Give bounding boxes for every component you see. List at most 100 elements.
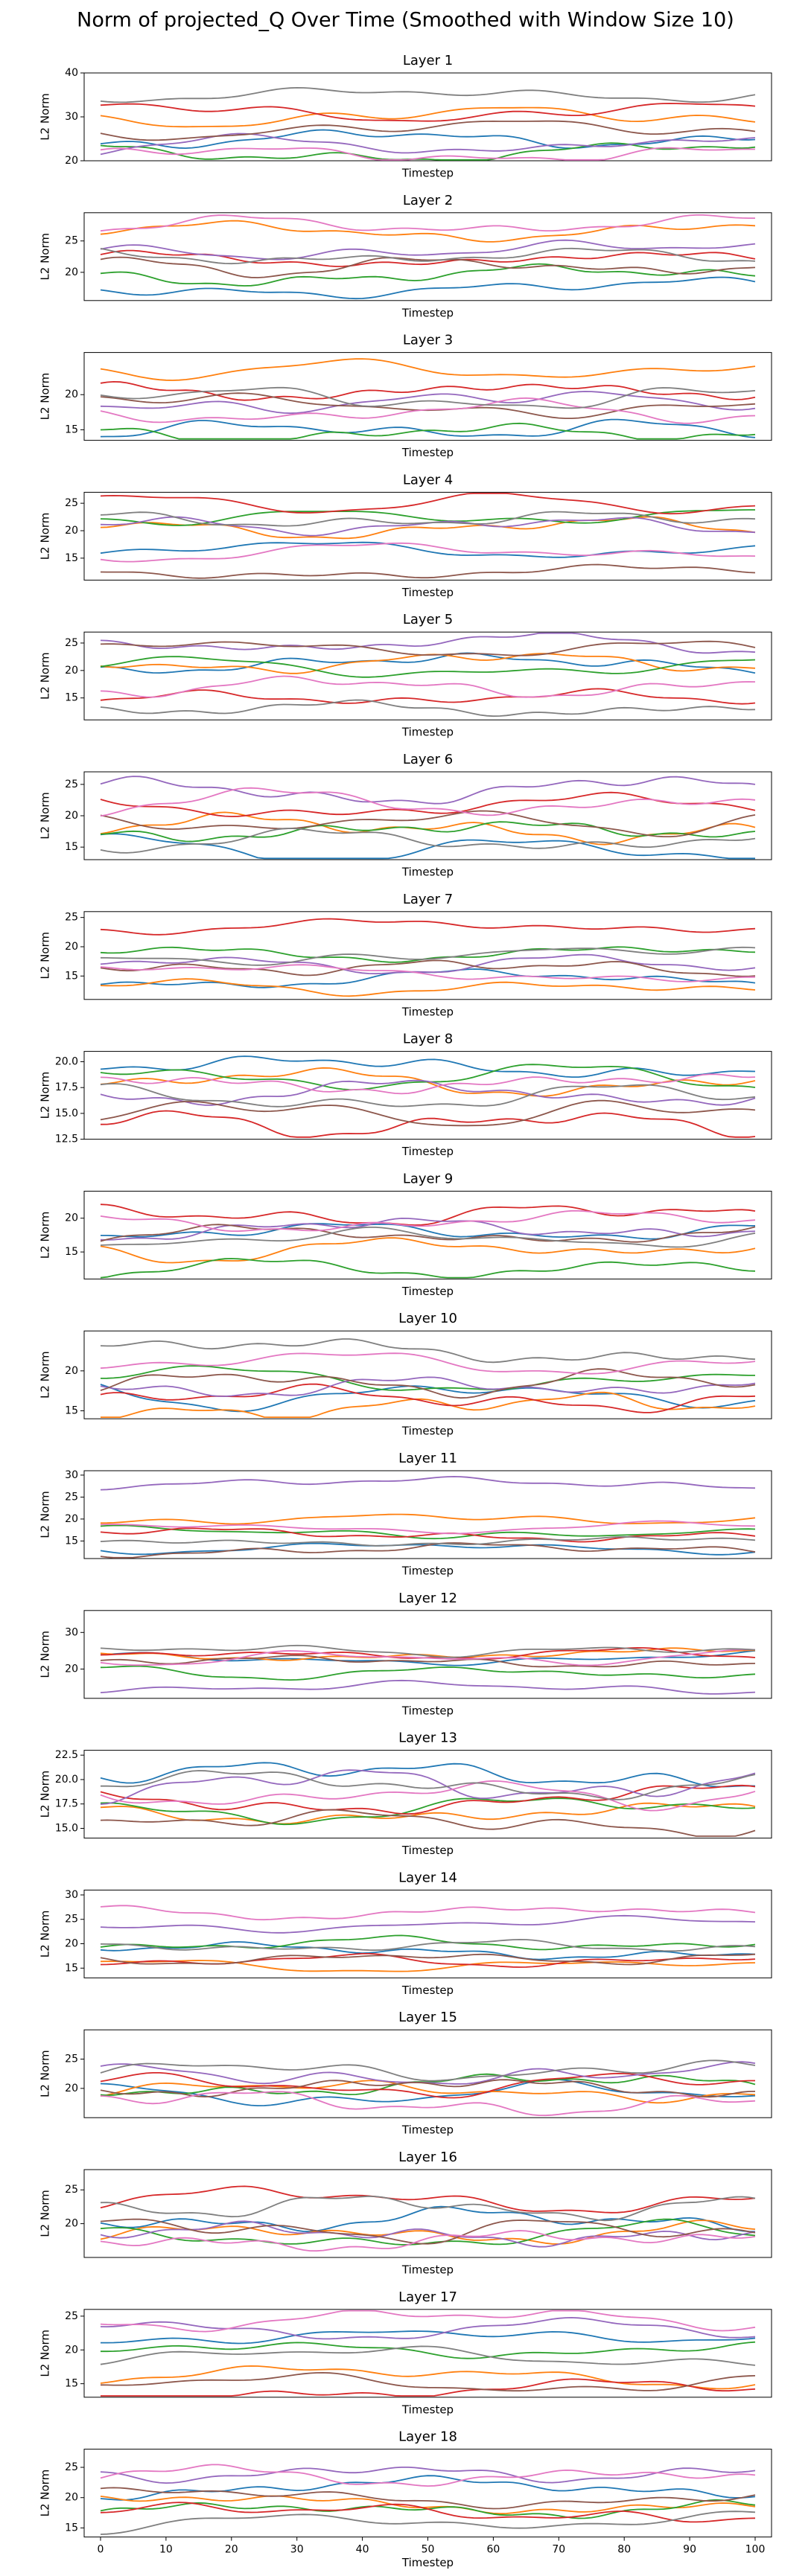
series-line [100, 1802, 756, 1825]
series-line [100, 391, 756, 415]
layer-panel-5: Layer 5 15 20 25 L2 Norm Timestep [39, 612, 772, 739]
x-tick-label: 20 [225, 2544, 238, 2556]
series-line [100, 1099, 756, 1127]
layer-panel-6: Layer 6 15 20 25 L2 Norm Timestep [39, 752, 772, 879]
layer-panel-17: Layer 17 15 20 25 L2 Norm Timestep [39, 2289, 772, 2416]
x-axis-label: Timestep [401, 306, 454, 319]
y-tick-label: 15 [65, 970, 78, 982]
layer-panel-9: Layer 9 15 20 L2 Norm Timestep [39, 1171, 772, 1298]
layer-panel-12: Layer 12 20 30 L2 Norm Timestep [39, 1591, 772, 1717]
x-axis-label: Timestep [401, 167, 454, 180]
x-axis-label: Timestep [401, 1285, 454, 1298]
y-tick-label: 25 [65, 779, 78, 790]
axes-frame [83, 352, 772, 441]
y-tick-label: 15 [65, 1404, 78, 1416]
y-tick-label: 22.5 [55, 1749, 78, 1761]
series-line [100, 1083, 756, 1108]
series-line [100, 2196, 756, 2222]
y-tick-label: 20 [65, 1938, 78, 1950]
series-line [100, 386, 756, 409]
y-axis-label: L2 Norm [39, 1351, 52, 1399]
y-tick-label: 20 [65, 266, 78, 278]
layer-panel-18: Layer 18 15 20 25 L2 Norm 0 10 20 30 40 50 60 70 80 90… [39, 2429, 772, 2569]
y-tick-label: 25 [65, 637, 78, 649]
x-axis-label: Timestep [401, 2403, 454, 2416]
series-line [100, 1905, 756, 1921]
y-tick-label: 15 [65, 841, 78, 853]
series-line [100, 1797, 756, 1826]
y-axis-label: L2 Norm [39, 1491, 52, 1538]
series-line [100, 2487, 756, 2510]
x-tick-label: 40 [356, 2544, 369, 2556]
series-line [100, 276, 756, 300]
series-line [100, 2372, 756, 2392]
y-tick-label: 15 [65, 2378, 78, 2390]
series-line [100, 1527, 756, 1543]
series-line [100, 1218, 756, 1241]
series-line [100, 2073, 756, 2096]
series-line [100, 964, 756, 982]
series-line [100, 2317, 756, 2340]
layer-panel-2: Layer 2 20 25 L2 Norm Timestep [39, 193, 772, 319]
series-line [100, 542, 756, 563]
panel-title: Layer 18 [398, 2429, 457, 2445]
axes-frame [83, 1750, 772, 1839]
x-axis-label: Timestep [401, 2556, 454, 2569]
series-line [100, 2365, 756, 2390]
y-tick-label: 15 [65, 2522, 78, 2534]
series-line [100, 652, 756, 674]
y-tick-label: 25 [65, 2184, 78, 2196]
layer-panel-11: Layer 11 15 20 25 30 L2 Norm Timestep [39, 1451, 772, 1578]
series-line [100, 833, 755, 860]
x-tick-label: 0 [98, 2544, 104, 2556]
x-axis-label: Timestep [401, 446, 454, 459]
series-line [101, 2330, 756, 2345]
series-line [100, 256, 756, 278]
series-line [100, 2467, 756, 2484]
axes-frame [83, 631, 772, 720]
series-line [100, 2495, 756, 2515]
series-line [101, 2378, 756, 2397]
series-line [100, 1055, 756, 1078]
series-line [100, 1352, 756, 1375]
series-line [101, 1391, 756, 1418]
panel-title: Layer 11 [398, 1451, 457, 1466]
axes-frame [83, 2029, 772, 2118]
axes-frame [83, 911, 772, 1000]
axes-frame [83, 1190, 772, 1279]
x-axis-label: Timestep [401, 726, 454, 739]
panel-title: Layer 6 [403, 752, 453, 767]
panel-title: Layer 14 [398, 1870, 457, 1885]
x-axis-label: Timestep [401, 1844, 454, 1857]
series-line [100, 1535, 756, 1547]
series-line [100, 2345, 756, 2366]
y-tick-label: 40 [65, 67, 78, 79]
y-tick-label: 20 [65, 1212, 78, 1224]
series-line [100, 675, 756, 698]
series-line [100, 1224, 756, 1243]
layer-panel-15: Layer 15 20 25 L2 Norm Timestep [39, 2010, 772, 2137]
series-line [100, 1368, 756, 1399]
series-line [100, 1665, 756, 1681]
series-line [100, 381, 756, 401]
series-line [100, 1383, 756, 1413]
series-line [100, 1784, 756, 1815]
figure-title: Norm of projected_Q Over Time (Smoothed … [77, 9, 734, 32]
series-line [100, 1384, 756, 1413]
x-tick-label: 60 [486, 2544, 500, 2556]
y-tick-label: 15 [65, 1246, 78, 1258]
series-line [100, 828, 756, 854]
layer-panel-7: Layer 7 15 20 25 L2 Norm Timestep [39, 892, 772, 1018]
series-line [100, 1649, 756, 1666]
y-tick-label: 25 [65, 2310, 78, 2322]
series-line [100, 1258, 756, 1279]
y-tick-label: 25 [65, 235, 78, 247]
layer-panel-16: Layer 16 20 25 L2 Norm Timestep [39, 2150, 772, 2277]
y-tick-label: 25 [65, 1914, 78, 1925]
axes-frame [83, 1051, 772, 1140]
y-tick-label: 25 [65, 497, 78, 509]
x-axis-label: Timestep [401, 1425, 454, 1438]
axes-frame [83, 2169, 772, 2258]
series-line [100, 1209, 756, 1233]
